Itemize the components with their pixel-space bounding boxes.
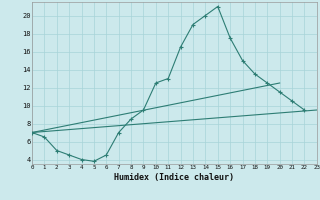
X-axis label: Humidex (Indice chaleur): Humidex (Indice chaleur)	[115, 173, 234, 182]
